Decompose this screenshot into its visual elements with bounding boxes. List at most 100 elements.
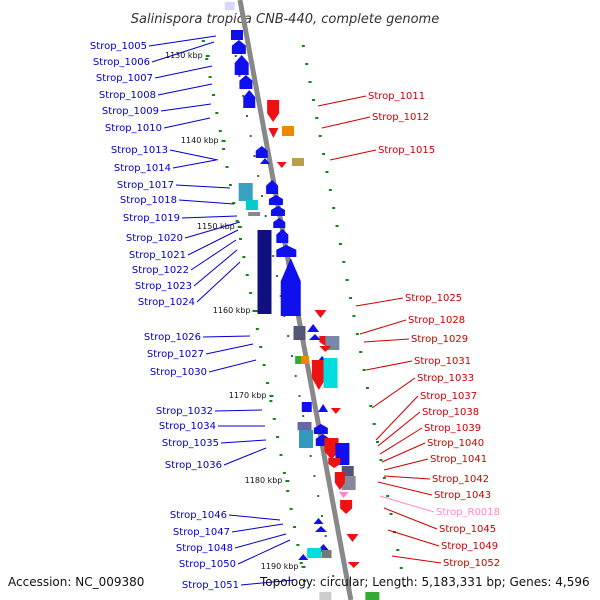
- leader-line: [169, 149, 219, 161]
- leader-lines: [148, 35, 442, 586]
- track-dot: [318, 135, 322, 137]
- leader-line: [379, 427, 423, 455]
- gene-label: Strop_1037: [420, 391, 477, 402]
- gene-arrow: [307, 324, 320, 332]
- track-dot: [249, 292, 253, 294]
- gene-label: Strop_1024: [138, 297, 195, 308]
- track-dot: [382, 477, 386, 479]
- track-dot: [355, 333, 359, 335]
- leader-line: [383, 475, 431, 480]
- gene-block: [307, 548, 322, 558]
- gene-arrow: [309, 334, 321, 340]
- position-mark-tick: [269, 395, 274, 397]
- gene-block: [224, 2, 235, 10]
- gene-arrow: [347, 562, 360, 568]
- gene-label: Strop_1017: [117, 180, 174, 191]
- track-dot: [257, 175, 260, 177]
- gene-label: Strop_1025: [405, 293, 462, 304]
- track-dot: [386, 495, 390, 497]
- track-dot: [359, 351, 363, 353]
- track-dot: [289, 508, 293, 510]
- leader-line: [391, 555, 442, 564]
- leader-line: [387, 529, 440, 547]
- gene-arrow: [231, 40, 246, 54]
- gene-block: [292, 158, 304, 166]
- track-dot: [245, 274, 249, 276]
- gene-arrow: [313, 424, 328, 434]
- track-dot: [290, 355, 293, 357]
- leader-line: [223, 447, 267, 466]
- track-dot: [264, 215, 267, 217]
- gene-arrow: [314, 310, 327, 318]
- leader-line: [157, 83, 213, 96]
- track-dot: [345, 279, 349, 281]
- track-dot: [342, 261, 346, 263]
- leader-line: [383, 507, 438, 530]
- leader-line: [172, 159, 217, 169]
- position-mark-label: 1140 kbp: [181, 136, 219, 145]
- track-dot: [325, 171, 329, 173]
- gene-label: Strop_R0018: [436, 507, 500, 518]
- leader-line: [175, 184, 231, 189]
- gene-label: Strop_1040: [427, 438, 484, 449]
- gene-label: Strop_1034: [159, 421, 216, 432]
- track-dot: [222, 148, 226, 150]
- leader-line: [234, 533, 287, 549]
- gene-block: [319, 592, 332, 600]
- track-dot: [324, 535, 327, 537]
- leader-line: [184, 221, 241, 239]
- gene-arrow: [334, 472, 345, 490]
- track-dot: [201, 40, 205, 42]
- track-dot: [260, 195, 263, 197]
- leader-line: [148, 35, 217, 47]
- gene-block: [365, 592, 380, 600]
- leader-line: [381, 442, 426, 463]
- track-dot: [332, 207, 336, 209]
- gene-label: Strop_1052: [443, 558, 500, 569]
- leader-line: [371, 377, 416, 409]
- track-dot: [276, 436, 280, 438]
- track-dot: [317, 495, 320, 497]
- leader-line: [160, 103, 212, 112]
- gene-arrow: [324, 438, 339, 460]
- track-dot: [255, 328, 259, 330]
- gene-arrow: [268, 195, 283, 205]
- leader-line: [359, 319, 407, 335]
- track-dot: [212, 94, 215, 96]
- gene-arrow: [276, 162, 287, 168]
- track-dot: [328, 189, 332, 191]
- gene-block: [323, 358, 338, 388]
- track-dot: [362, 369, 366, 371]
- gene-label: Strop_1008: [99, 90, 156, 101]
- track-dot: [208, 76, 212, 78]
- track-dot: [272, 418, 276, 420]
- gene-arrow: [313, 518, 324, 524]
- track-dot: [320, 515, 323, 517]
- topology-text: Topology: circular; Length: 5,183,331 bp…: [259, 575, 590, 589]
- track-dot: [269, 400, 273, 402]
- gene-label: Strop_1009: [102, 106, 159, 117]
- gene-arrow: [255, 146, 268, 158]
- track-dot: [279, 295, 282, 297]
- position-mark-label: 1150 kbp: [197, 222, 235, 231]
- gene-label: Strop_1041: [430, 454, 487, 465]
- gene-label: Strop_1030: [150, 367, 207, 378]
- leader-line: [329, 149, 377, 161]
- track-dot: [311, 99, 315, 101]
- gene-block: [248, 212, 261, 216]
- gene-label: Strop_1018: [120, 195, 177, 206]
- track-dot: [242, 256, 246, 258]
- gene-arrow: [346, 534, 359, 542]
- leader-line: [228, 514, 281, 521]
- gene-label: Strop_1019: [123, 213, 180, 224]
- gene-label: Strop_1022: [132, 265, 189, 276]
- gene-label: Strop_1005: [90, 41, 147, 52]
- gene-block: [293, 326, 306, 340]
- gene-block: [295, 356, 304, 364]
- track-dot: [262, 364, 266, 366]
- track-dot: [242, 95, 245, 97]
- track-dot: [389, 513, 393, 515]
- gene-block: [245, 200, 258, 210]
- track-dot: [352, 315, 356, 317]
